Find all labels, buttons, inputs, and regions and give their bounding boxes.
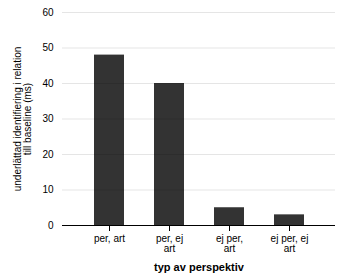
- svg-text:per, ejart: per, ejart: [156, 233, 183, 254]
- svg-text:typ av perspektiv: typ av perspektiv: [154, 261, 245, 273]
- svg-text:20: 20: [42, 149, 54, 160]
- svg-text:30: 30: [42, 113, 54, 124]
- svg-text:50: 50: [42, 42, 54, 53]
- svg-text:10: 10: [42, 184, 54, 195]
- svg-text:per, art: per, art: [94, 233, 125, 244]
- svg-text:60: 60: [42, 7, 54, 18]
- svg-text:40: 40: [42, 78, 54, 89]
- svg-text:0: 0: [48, 220, 54, 231]
- svg-text:underlättad identifiering i re: underlättad identifiering i relationtill…: [12, 47, 33, 192]
- svg-text:ej per, ejart: ej per, ejart: [271, 233, 309, 254]
- svg-text:ej per,art: ej per,art: [216, 233, 243, 254]
